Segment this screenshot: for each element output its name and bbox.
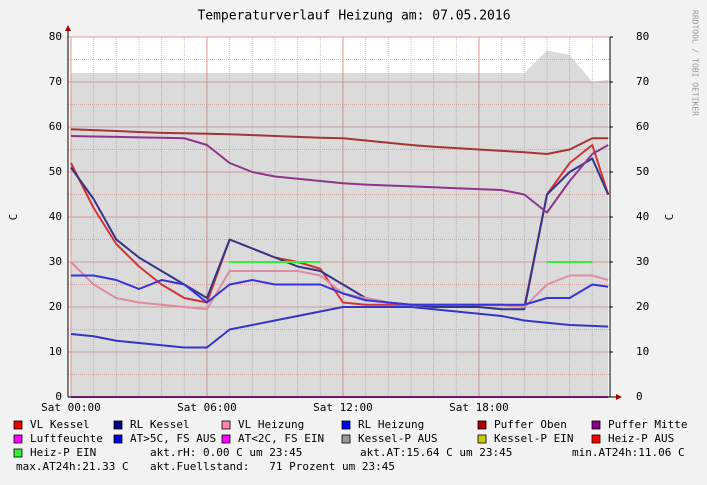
legend-swatch bbox=[591, 420, 601, 430]
area bbox=[70, 50, 609, 397]
y2-axis-label: C bbox=[663, 214, 676, 221]
y2-tick-label: 50 bbox=[636, 165, 649, 178]
legend-swatch bbox=[13, 448, 23, 458]
legend-label: VL Heizung bbox=[238, 418, 304, 431]
legend-swatch bbox=[13, 434, 23, 444]
footnote: min.AT24h:11.06 C bbox=[572, 446, 685, 459]
axes: 0 10 20 30 40 50 60 70 80 0 10 20 30 40 50 60 70 80 Sat 00… bbox=[41, 25, 649, 414]
line bbox=[70, 157, 610, 311]
y2-tick-label: 30 bbox=[636, 255, 649, 268]
footnote: max.AT24h:21.33 C bbox=[16, 460, 129, 473]
y2-tick-label: 60 bbox=[636, 120, 649, 133]
legend-label: Heiz-P EIN bbox=[30, 446, 96, 459]
y2-tick-label: 20 bbox=[636, 300, 649, 313]
y-tick-label: 30 bbox=[49, 255, 62, 268]
legend-swatch bbox=[113, 434, 123, 444]
legend-swatch bbox=[477, 434, 487, 444]
x-tick-label: Sat 00:00 bbox=[41, 401, 101, 414]
x-tick-label: Sat 12:00 bbox=[313, 401, 373, 414]
legend-label: VL Kessel bbox=[30, 418, 90, 431]
legend-swatch bbox=[113, 420, 123, 430]
y2-tick-label: 10 bbox=[636, 345, 649, 358]
y-tick-label: 40 bbox=[49, 210, 62, 223]
line bbox=[70, 274, 609, 306]
y-tick-label: 10 bbox=[49, 345, 62, 358]
y-tick-label: 60 bbox=[49, 120, 62, 133]
marks bbox=[70, 50, 610, 398]
y-tick-label: 50 bbox=[49, 165, 62, 178]
watermark: RRDTOOL / TOBI OETIKER bbox=[691, 10, 700, 116]
y-tick-label: 70 bbox=[49, 75, 62, 88]
legend-swatch bbox=[341, 420, 351, 430]
x-tick-label: Sat 06:00 bbox=[177, 401, 237, 414]
y-tick-label: 80 bbox=[49, 30, 62, 43]
footnote: akt.AT:15.64 C um 23:45 bbox=[360, 446, 512, 459]
legend-swatch bbox=[591, 434, 601, 444]
footnote: akt.Fuellstand: 71 Prozent um 23:45 bbox=[150, 460, 395, 473]
legend-swatch bbox=[477, 420, 487, 430]
y-tick-label: 0 bbox=[55, 390, 62, 403]
legend: VL Kessel RL Kessel VL Heizung RL Heizung Pu… bbox=[13, 418, 687, 473]
y2-tick-label: 0 bbox=[636, 390, 643, 403]
line bbox=[70, 135, 609, 214]
legend-label: AT>5C, FS AUS bbox=[130, 432, 216, 445]
chart-title: Temperaturverlauf Heizung am: 07.05.2016 bbox=[197, 9, 510, 24]
x-arrow bbox=[616, 394, 622, 400]
legend-label: Puffer Mitte bbox=[608, 418, 687, 431]
x-tick-label: Sat 18:00 bbox=[449, 401, 509, 414]
line bbox=[70, 306, 609, 349]
y2-tick-label: 70 bbox=[636, 75, 649, 88]
y2-tick-label: 80 bbox=[636, 30, 649, 43]
legend-swatch bbox=[221, 434, 231, 444]
legend-label: Heiz-P AUS bbox=[608, 432, 674, 445]
legend-swatch bbox=[221, 420, 231, 430]
legend-label: Kessel-P AUS bbox=[358, 432, 437, 445]
legend-swatch bbox=[13, 420, 23, 430]
legend-label: Luftfeuchte bbox=[30, 432, 103, 445]
y-tick-label: 20 bbox=[49, 300, 62, 313]
legend-label: Kessel-P EIN bbox=[494, 432, 573, 445]
line bbox=[70, 128, 609, 155]
legend-label: AT<2C, FS EIN bbox=[238, 432, 324, 445]
y-arrow bbox=[65, 25, 71, 31]
legend-label: RL Kessel bbox=[130, 418, 190, 431]
legend-label: Puffer Oben bbox=[494, 418, 567, 431]
y2-tick-label: 40 bbox=[636, 210, 649, 223]
y-axis-label: C bbox=[7, 214, 20, 221]
legend-label: RL Heizung bbox=[358, 418, 424, 431]
legend-swatch bbox=[341, 434, 351, 444]
footnote: akt.rH: 0.00 C um 23:45 bbox=[150, 446, 302, 459]
